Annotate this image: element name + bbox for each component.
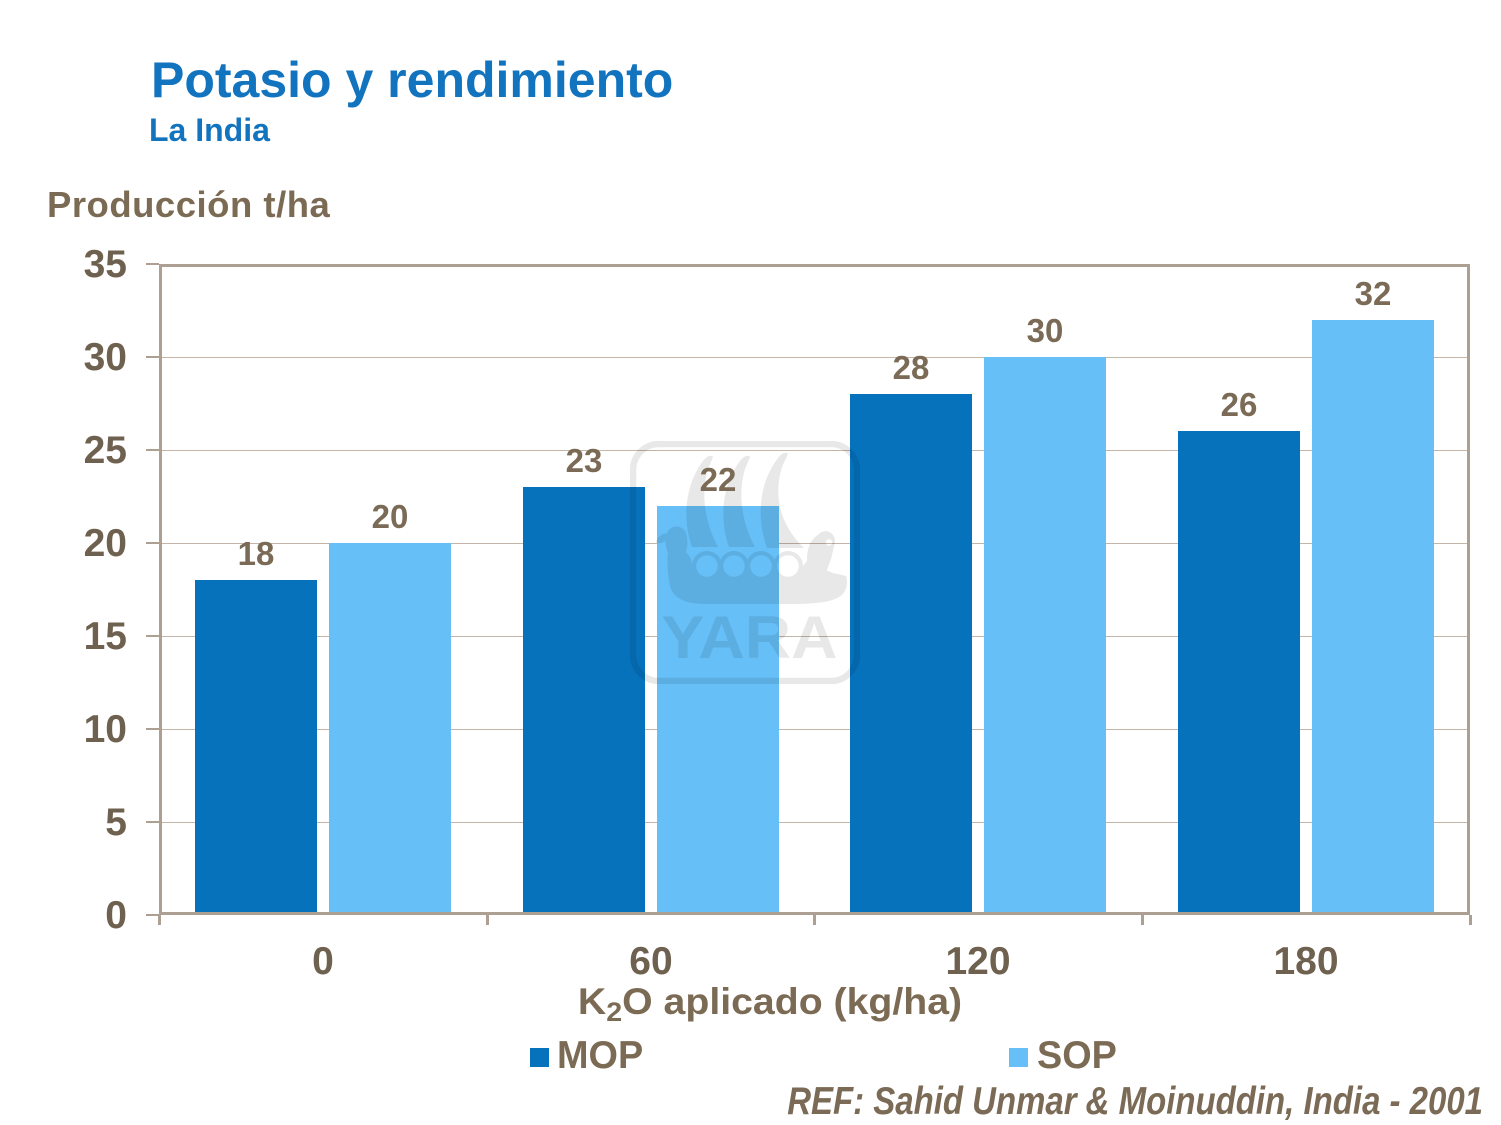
svg-text:YARA: YARA <box>662 604 838 671</box>
